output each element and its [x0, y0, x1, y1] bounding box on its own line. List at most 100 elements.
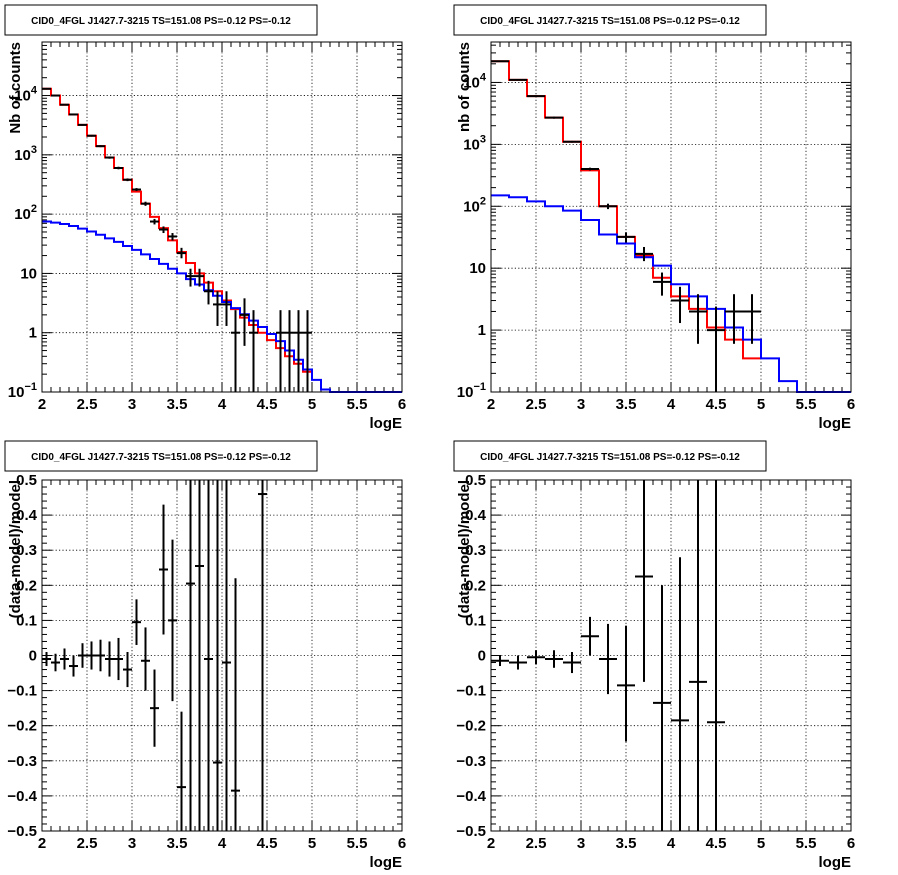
y-tick-label: 1 — [478, 322, 486, 339]
data-point — [123, 178, 132, 182]
data-point — [303, 310, 312, 392]
chart-title-box — [4, 440, 318, 472]
y-tick-label: −0.3 — [456, 753, 486, 770]
x-tick-label: 3 — [577, 396, 585, 413]
x-tick-label: 2.5 — [526, 396, 547, 413]
x-tick-label: 4 — [218, 396, 227, 413]
data-point — [249, 310, 258, 392]
x-tick-label: 4.5 — [257, 835, 278, 852]
y-tick-label: 0.4 — [16, 507, 38, 524]
y-tick-label: 10−1 — [457, 381, 486, 401]
data-point — [69, 113, 78, 116]
data-point — [563, 651, 581, 674]
x-tick-label: 2.5 — [526, 835, 547, 852]
y-tick-label: −0.1 — [7, 683, 37, 700]
data-point — [42, 87, 51, 90]
data-point — [563, 140, 581, 143]
data-point — [78, 123, 87, 126]
data-point — [42, 651, 51, 667]
axis-ticks — [490, 42, 852, 393]
data-point — [114, 637, 123, 681]
data-point — [545, 650, 563, 668]
x-tick-label: 4.5 — [257, 396, 278, 413]
data-points — [491, 60, 761, 392]
y-tick-label: 1 — [29, 325, 37, 342]
data-point — [87, 134, 96, 137]
y-tick-label: 102 — [463, 195, 486, 215]
data-point — [168, 233, 177, 241]
x-tick-label: 6 — [847, 396, 855, 413]
data-point — [87, 641, 96, 670]
data-point — [258, 480, 267, 831]
x-tick-label: 3 — [128, 396, 136, 413]
data-point — [285, 310, 294, 392]
chart-title-box — [453, 4, 767, 36]
data-point — [78, 643, 87, 668]
grid — [491, 480, 851, 831]
data-point — [231, 310, 240, 392]
x-tick-label: 2.5 — [77, 835, 98, 852]
x-tick-label: 3.5 — [167, 396, 188, 413]
data-point — [222, 291, 231, 326]
data-point — [96, 145, 105, 148]
data-points — [42, 87, 312, 392]
x-tick-label: 5 — [308, 835, 316, 852]
data-point — [491, 60, 509, 63]
data-point — [276, 310, 285, 392]
data-point — [69, 655, 78, 677]
plot-frame — [41, 41, 403, 393]
data-point — [186, 268, 195, 287]
y-tick-label: −0.5 — [456, 823, 486, 840]
data-point — [186, 480, 195, 831]
data-point — [105, 156, 114, 159]
data-point — [707, 306, 725, 392]
y-tick-label: 0.5 — [16, 472, 37, 489]
data-point — [123, 651, 132, 688]
chart-panel-2: 2 2.5 3 3.5 4 4.5 5 5.5 6 10−1 1 10 102 103 104 logE nb … — [453, 4, 855, 432]
data-point — [51, 653, 60, 672]
y-axis-title: (data-model)/model — [456, 480, 473, 618]
data-point — [132, 599, 141, 645]
data-point — [195, 480, 204, 831]
data-point — [725, 294, 743, 344]
y-tick-label: 10−1 — [8, 381, 37, 401]
data-point — [581, 616, 599, 656]
data-point — [159, 504, 168, 635]
x-axis-title: logE — [819, 854, 852, 871]
data-point — [599, 623, 617, 695]
y-tick-label: −0.5 — [7, 823, 37, 840]
x-tick-label: 6 — [398, 396, 406, 413]
data-point — [60, 103, 69, 106]
data-point — [671, 557, 689, 831]
chart-title: CID0_4FGL J1427.7-3215 TS=151.08 PS=-0.1… — [480, 16, 740, 27]
data-point — [51, 94, 60, 97]
x-tick-label: 5 — [308, 396, 316, 413]
data-point — [195, 268, 204, 287]
data-point — [671, 286, 689, 324]
y-tick-label: 103 — [14, 144, 37, 164]
model-step-series-2 — [491, 194, 851, 393]
y-tick-label: 0.1 — [16, 612, 37, 629]
x-tick-label: 4.5 — [706, 396, 727, 413]
data-point — [159, 226, 168, 234]
x-tick-label: 2 — [487, 396, 495, 413]
plot-frame — [41, 479, 403, 832]
model-step-series-2 — [42, 220, 402, 393]
data-point — [689, 480, 707, 831]
x-tick-label: 5.5 — [796, 396, 817, 413]
data-point — [545, 116, 563, 119]
data-point — [177, 711, 186, 831]
y-tick-label: −0.2 — [7, 718, 37, 735]
chart-title: CID0_4FGL J1427.7-3215 TS=151.08 PS=-0.1… — [31, 452, 291, 463]
x-tick-label: 3.5 — [616, 396, 637, 413]
data-point — [231, 578, 240, 831]
data-point — [707, 480, 725, 831]
data-point — [527, 650, 545, 665]
y-tick-label: 0.4 — [465, 507, 487, 524]
data-point — [635, 480, 653, 682]
data-point — [581, 167, 599, 171]
grid — [491, 42, 851, 392]
x-tick-label: 4 — [218, 835, 227, 852]
y-axis-title: Nb of counts — [7, 42, 24, 134]
y-tick-label: 104 — [463, 71, 487, 91]
